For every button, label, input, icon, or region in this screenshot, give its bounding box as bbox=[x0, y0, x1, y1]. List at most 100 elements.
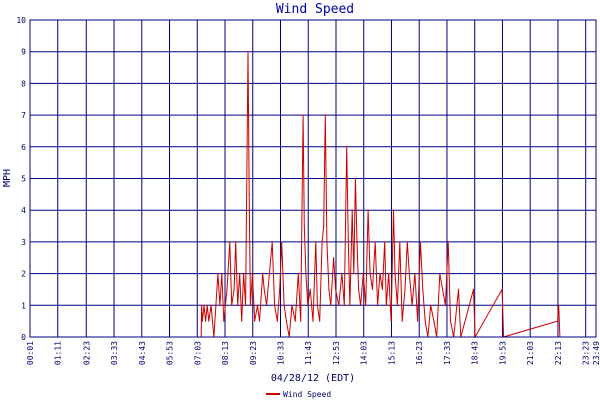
data-point bbox=[360, 304, 362, 306]
series-line-wind-speed bbox=[30, 51, 596, 339]
data-point bbox=[233, 288, 235, 290]
data-point bbox=[248, 193, 250, 195]
y-tick-label: 0 bbox=[21, 333, 26, 342]
data-point bbox=[472, 288, 475, 290]
data-point bbox=[274, 304, 276, 306]
data-point bbox=[221, 273, 223, 275]
data-point bbox=[390, 320, 392, 322]
data-point bbox=[439, 273, 441, 275]
y-tick-label: 4 bbox=[21, 206, 26, 215]
data-point bbox=[430, 304, 432, 306]
legend: Wind Speed bbox=[266, 390, 331, 399]
data-point bbox=[241, 320, 243, 322]
data-point bbox=[249, 304, 251, 306]
data-point bbox=[271, 241, 273, 243]
x-tick-label: 02:23 bbox=[82, 341, 91, 365]
x-tick-label: 15:13 bbox=[387, 341, 396, 365]
data-point bbox=[501, 288, 503, 290]
data-point bbox=[256, 304, 259, 306]
data-point bbox=[399, 241, 401, 243]
data-point bbox=[245, 304, 247, 306]
data-point bbox=[356, 241, 358, 243]
y-tick-label: 9 bbox=[21, 48, 26, 57]
y-axis-label: MPH bbox=[2, 169, 13, 187]
data-point bbox=[223, 320, 225, 322]
data-point bbox=[374, 241, 376, 243]
data-point bbox=[208, 320, 210, 322]
data-point bbox=[365, 304, 367, 306]
plot-grid bbox=[30, 19, 596, 338]
x-tick-label: 00:01 bbox=[26, 341, 35, 365]
x-tick-label: 22:13 bbox=[554, 341, 563, 365]
data-point bbox=[281, 241, 283, 243]
data-point bbox=[351, 209, 353, 211]
data-point bbox=[326, 241, 328, 243]
data-point bbox=[305, 273, 307, 275]
y-tick-label: 1 bbox=[21, 301, 26, 310]
y-tick-label: 5 bbox=[21, 175, 26, 184]
data-point bbox=[353, 273, 355, 275]
x-tick-label: 07:03 bbox=[193, 341, 202, 365]
data-point bbox=[419, 241, 421, 243]
x-tick-label: 21:03 bbox=[526, 341, 535, 365]
x-tick-label: 23:49 bbox=[592, 341, 600, 365]
y-tick-label: 7 bbox=[21, 111, 26, 120]
legend-label: Wind Speed bbox=[283, 390, 331, 399]
data-point bbox=[276, 320, 278, 322]
y-tick-label: 2 bbox=[21, 270, 26, 279]
x-tick-label: 03:33 bbox=[110, 341, 119, 365]
data-point bbox=[302, 114, 304, 116]
data-point bbox=[379, 273, 381, 275]
data-point bbox=[369, 273, 371, 275]
y-tick-label: 8 bbox=[21, 79, 26, 88]
data-point bbox=[338, 304, 340, 306]
x-tick-label: 01:11 bbox=[54, 341, 63, 365]
data-point bbox=[303, 225, 305, 227]
data-point bbox=[324, 114, 326, 116]
data-point bbox=[346, 146, 348, 148]
data-point bbox=[358, 288, 360, 290]
data-point bbox=[354, 177, 356, 180]
data-point bbox=[341, 273, 343, 275]
data-point bbox=[362, 273, 364, 275]
data-point bbox=[414, 273, 416, 275]
data-point bbox=[396, 304, 398, 306]
data-point bbox=[237, 304, 239, 306]
data-point bbox=[319, 320, 321, 322]
chart-title: Wind Speed bbox=[276, 2, 354, 17]
series-layer bbox=[30, 51, 596, 339]
x-tick-label: 12:53 bbox=[332, 341, 341, 365]
data-point bbox=[263, 288, 265, 290]
data-point bbox=[219, 304, 221, 306]
x-tick-label: 17:33 bbox=[443, 341, 452, 365]
x-tick-label: 11:43 bbox=[304, 341, 313, 365]
data-point bbox=[307, 304, 309, 306]
y-tick-label: 6 bbox=[21, 143, 26, 152]
data-point bbox=[254, 320, 256, 322]
x-tick-label: 10:33 bbox=[276, 341, 285, 365]
data-point bbox=[447, 241, 449, 243]
data-point bbox=[217, 273, 219, 275]
data-point bbox=[321, 241, 323, 243]
data-point bbox=[335, 288, 337, 290]
x-axis-label: 04/28/12 (EDT) bbox=[271, 373, 355, 384]
data-point bbox=[266, 304, 268, 306]
data-point bbox=[343, 304, 345, 306]
data-point bbox=[201, 320, 203, 322]
data-point bbox=[323, 225, 325, 227]
data-point bbox=[417, 320, 419, 322]
data-point bbox=[316, 304, 318, 306]
x-tick-label: 05:53 bbox=[166, 341, 175, 365]
data-point bbox=[394, 273, 396, 275]
x-tick-label: 18:43 bbox=[471, 341, 480, 365]
data-point bbox=[371, 288, 374, 290]
data-point bbox=[279, 288, 281, 290]
y-tick-label: 10 bbox=[16, 16, 26, 25]
data-point bbox=[235, 241, 237, 243]
data-point bbox=[239, 273, 241, 275]
data-point bbox=[406, 241, 408, 243]
data-point bbox=[315, 241, 317, 243]
data-point bbox=[312, 320, 314, 322]
x-tick-label: 09:23 bbox=[249, 341, 258, 365]
